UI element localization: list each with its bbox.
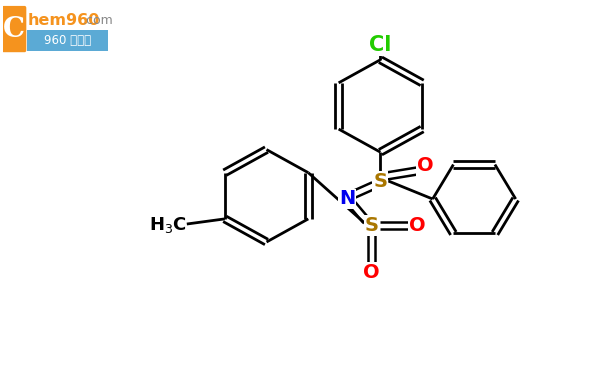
Text: S: S [373, 171, 387, 190]
Text: 960 化工网: 960 化工网 [44, 34, 91, 47]
Text: H$_3$C: H$_3$C [149, 214, 187, 235]
FancyBboxPatch shape [2, 6, 26, 52]
Text: O: O [409, 216, 425, 236]
Text: O: O [417, 156, 434, 175]
Text: hem960: hem960 [27, 13, 100, 28]
Text: .com: .com [83, 14, 114, 27]
Text: O: O [364, 263, 380, 282]
Bar [27, 30, 108, 51]
Text: N: N [339, 189, 355, 209]
Text: S: S [365, 216, 379, 236]
Text: Cl: Cl [369, 35, 391, 55]
Text: C: C [3, 15, 25, 43]
